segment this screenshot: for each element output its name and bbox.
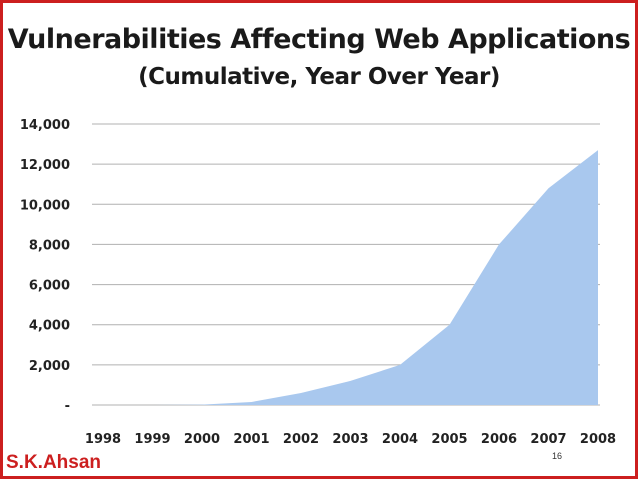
x-tick-label: 2001 (233, 432, 269, 447)
area-series-fill (103, 150, 598, 405)
y-tick-label: 12,000 (20, 158, 70, 173)
y-tick-label: 8,000 (29, 238, 70, 253)
y-tick-label: 14,000 (20, 118, 70, 133)
area-series (103, 150, 598, 405)
chart-subtitle: (Cumulative, Year Over Year) (138, 64, 500, 90)
x-tick-label: 1999 (134, 432, 170, 447)
y-tick-label: 2,000 (29, 359, 70, 374)
x-tick-label: 2003 (332, 432, 368, 447)
y-tick-label: 4,000 (29, 319, 70, 334)
x-tick-label: 2005 (431, 432, 467, 447)
x-tick-label: 2007 (530, 432, 566, 447)
x-tick-label: 2008 (580, 432, 616, 447)
x-tick-label: 2006 (481, 432, 517, 447)
y-tick-label: 10,000 (20, 198, 70, 213)
x-tick-label: 2002 (283, 432, 319, 447)
page-number: 16 (552, 451, 563, 461)
author-label: S.K.Ahsan (6, 452, 102, 473)
y-axis-tick-labels: - 2,000 4,000 6,000 8,000 10,000 12,000 14,000 (20, 118, 70, 414)
x-axis-tick-labels: 1998 1999 2000 2001 2002 2003 2004 2005 2006 2007… (85, 432, 616, 447)
y-tick-label: 6,000 (29, 279, 70, 294)
chart-title: Vulnerabilities Affecting Web Applicatio… (7, 24, 631, 55)
x-tick-label: 2000 (184, 432, 220, 447)
x-tick-label: 2004 (382, 432, 418, 447)
x-tick-label: 1998 (85, 432, 121, 447)
y-tick-label: - (65, 399, 70, 414)
